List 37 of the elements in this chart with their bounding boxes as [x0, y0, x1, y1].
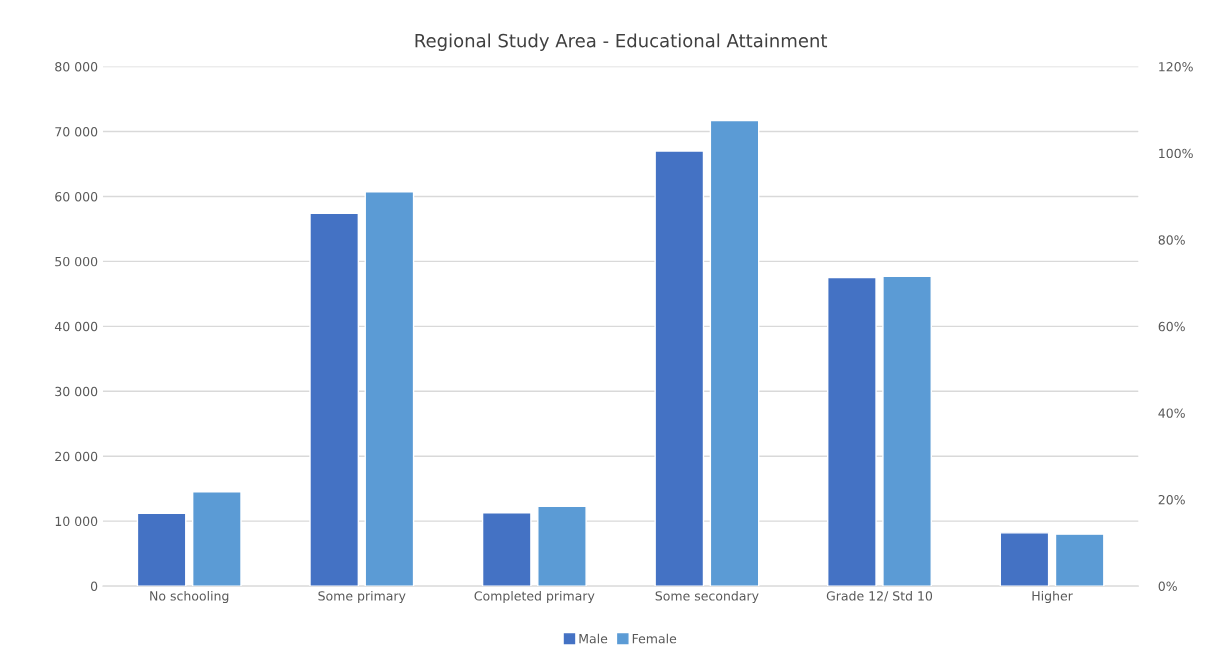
bar [191, 491, 242, 587]
y-tick-label: 60 000 [55, 191, 98, 202]
y-tick-label: 50 000 [55, 256, 98, 267]
bar [654, 150, 705, 587]
y-tick-label: 10 000 [55, 516, 98, 527]
x-tick-label: Some primary [318, 590, 406, 604]
x-tick-label: Grade 12/ Std 10 [826, 590, 933, 602]
bar [136, 512, 187, 587]
x-tick-label: Completed primary [474, 590, 595, 604]
y-tick-label: 20 000 [55, 451, 98, 462]
y2-tick-label: 100% [1159, 148, 1193, 159]
bar [481, 512, 532, 587]
bar [364, 191, 415, 587]
x-tick-label: Some secondary [655, 590, 759, 604]
bar [882, 275, 932, 587]
bar [537, 505, 587, 587]
x-tick-label: No schooling [150, 590, 229, 604]
bar [999, 532, 1050, 587]
x-tick-label: Higher [1032, 590, 1073, 604]
y2-tick-label: 20% [1158, 494, 1185, 505]
bar [827, 276, 877, 587]
legend-label: Male [579, 633, 608, 644]
y2-tick-label: 0% [1158, 581, 1177, 592]
y-tick-label: 80 000 [55, 62, 98, 72]
y2-tick-label: 120% [1159, 62, 1193, 72]
y-tick-label: 0 [90, 581, 98, 592]
y2-tick-label: 60% [1158, 321, 1185, 332]
bar [709, 119, 760, 587]
y2-tick-label: 40% [1158, 408, 1185, 418]
y2-tick-label: 80% [1158, 235, 1185, 245]
bar [309, 212, 360, 587]
legend-label: Female [632, 633, 677, 644]
y-tick-label: 70 000 [55, 127, 98, 137]
bar [1054, 533, 1105, 587]
y-tick-label: 30 000 [55, 386, 98, 397]
chart-title: Regional Study Area - Educational Attainment [415, 33, 828, 51]
y-tick-label: 40 000 [54, 321, 98, 332]
